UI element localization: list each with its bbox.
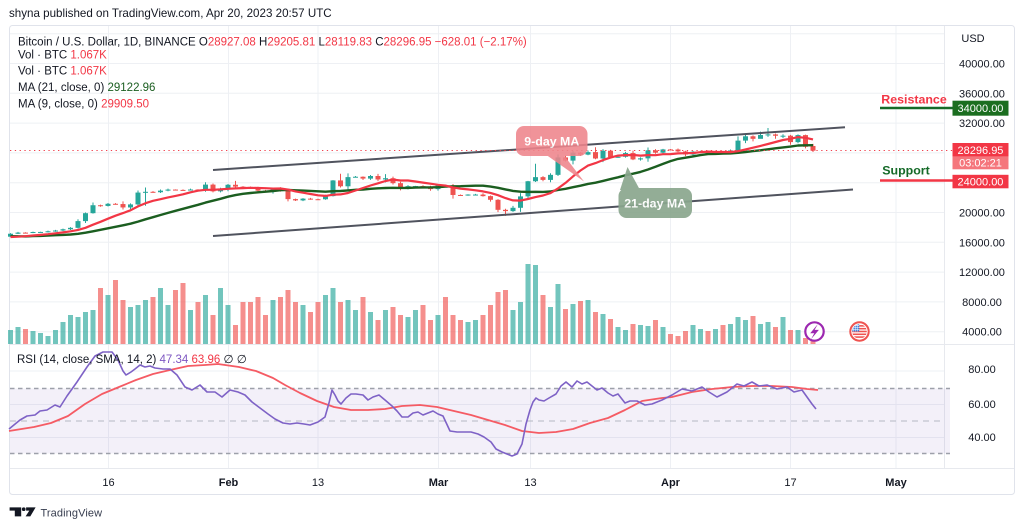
svg-text:4000.00: 4000.00 [962, 327, 1002, 339]
svg-text:MA (9, close, 0) 29909.50: MA (9, close, 0) 29909.50 [18, 99, 149, 111]
svg-text:40.00: 40.00 [968, 432, 996, 444]
svg-text:8000.00: 8000.00 [962, 297, 1002, 309]
svg-text:shyna published on TradingView: shyna published on TradingView.com, Apr … [9, 7, 332, 20]
svg-text:Apr: Apr [661, 477, 681, 489]
svg-text:Feb: Feb [219, 477, 239, 489]
svg-text:Resistance: Resistance [881, 93, 947, 107]
svg-text:28296.95: 28296.95 [958, 145, 1004, 157]
svg-text:60.00: 60.00 [968, 399, 996, 411]
svg-text:34000.00: 34000.00 [958, 103, 1004, 115]
svg-text:MA (21, close, 0) 29122.96: MA (21, close, 0) 29122.96 [18, 82, 155, 94]
svg-text:Support: Support [882, 164, 930, 178]
svg-text:24000.00: 24000.00 [958, 176, 1004, 188]
svg-text:Vol · BTC 1.067K: Vol · BTC 1.067K [18, 50, 107, 62]
svg-text:16: 16 [102, 477, 114, 489]
svg-text:20000.00: 20000.00 [959, 208, 1005, 220]
svg-text:40000.00: 40000.00 [959, 59, 1005, 71]
svg-text:32000.00: 32000.00 [959, 118, 1005, 130]
svg-text:Mar: Mar [429, 477, 449, 489]
svg-text:9-day MA: 9-day MA [524, 135, 579, 149]
svg-text:16000.00: 16000.00 [959, 237, 1005, 249]
svg-text:Vol · BTC 1.067K: Vol · BTC 1.067K [18, 66, 107, 78]
svg-text:12000.00: 12000.00 [959, 267, 1005, 279]
svg-text:13: 13 [312, 477, 324, 489]
svg-text:May: May [885, 477, 907, 489]
svg-text:80.00: 80.00 [968, 364, 996, 376]
svg-text:RSI (14, close, SMA, 14, 2) 47: RSI (14, close, SMA, 14, 2) 47.34 63.96 … [17, 354, 247, 366]
svg-text:03:02:21: 03:02:21 [959, 158, 1002, 170]
svg-text:13: 13 [524, 477, 536, 489]
svg-text:USD: USD [961, 33, 984, 45]
svg-text:36000.00: 36000.00 [959, 88, 1005, 100]
svg-text:Bitcoin / U.S. Dollar, 1D, BIN: Bitcoin / U.S. Dollar, 1D, BINANCE O2892… [18, 37, 527, 49]
svg-text:TradingView: TradingView [41, 508, 103, 520]
svg-text:21-day MA: 21-day MA [624, 197, 686, 211]
svg-text:17: 17 [784, 477, 796, 489]
